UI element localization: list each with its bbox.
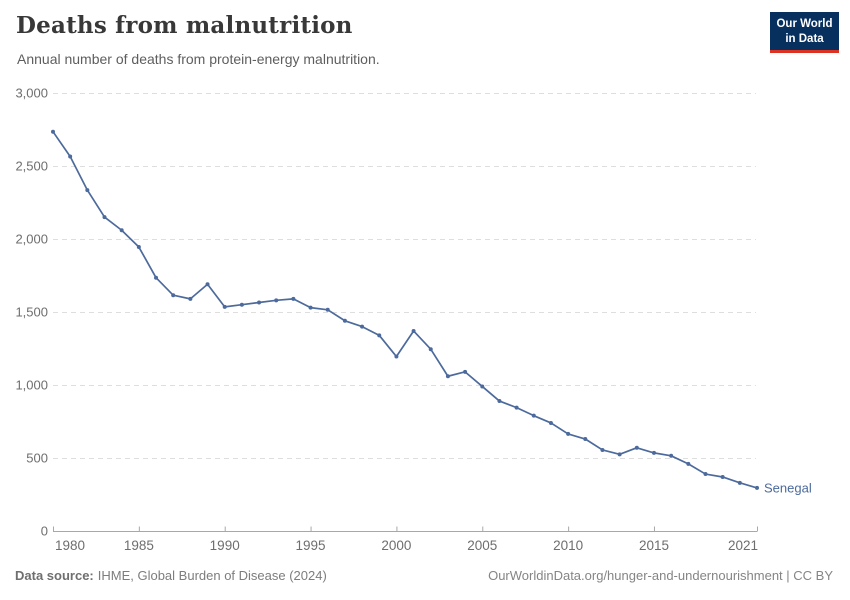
data-point[interactable] bbox=[257, 300, 262, 305]
data-point[interactable] bbox=[720, 474, 725, 479]
y-axis-tick-label: 500 bbox=[26, 451, 48, 466]
data-point[interactable] bbox=[342, 318, 347, 323]
owid-logo-line2: in Data bbox=[785, 32, 824, 45]
owid-logo[interactable]: Our World in Data bbox=[770, 12, 839, 54]
data-point[interactable] bbox=[119, 228, 124, 233]
footer-link[interactable]: OurWorldinData.org/hunger-and-undernouri… bbox=[488, 568, 833, 583]
y-axis-tick-label: 3,000 bbox=[15, 86, 48, 101]
x-axis-tick-label: 1995 bbox=[296, 538, 326, 553]
data-point[interactable] bbox=[308, 305, 313, 310]
data-point[interactable] bbox=[428, 347, 433, 352]
y-axis-tick-label: 1,000 bbox=[15, 378, 48, 393]
y-axis-tick-label: 2,500 bbox=[15, 159, 48, 174]
data-point[interactable] bbox=[136, 245, 141, 250]
data-point[interactable] bbox=[411, 328, 416, 333]
y-axis-tick-label: 0 bbox=[41, 524, 48, 539]
data-point[interactable] bbox=[463, 369, 468, 374]
x-axis-tick-label: 2000 bbox=[381, 538, 411, 553]
data-source: Data source: IHME, Global Burden of Disea… bbox=[15, 568, 327, 583]
data-point[interactable] bbox=[480, 384, 485, 389]
data-point[interactable] bbox=[325, 307, 330, 312]
data-point[interactable] bbox=[651, 450, 656, 455]
x-axis-tick-label: 1980 bbox=[55, 538, 85, 553]
series-end-label: Senegal bbox=[764, 480, 812, 495]
data-point[interactable] bbox=[600, 447, 605, 452]
data-source-text: IHME, Global Burden of Disease (2024) bbox=[97, 568, 327, 583]
data-point[interactable] bbox=[686, 461, 691, 466]
data-point[interactable] bbox=[68, 154, 73, 159]
data-point[interactable] bbox=[85, 188, 90, 193]
x-axis-tick-label: 2010 bbox=[553, 538, 583, 553]
x-axis-tick-label: 1985 bbox=[124, 538, 154, 553]
data-point[interactable] bbox=[51, 129, 55, 134]
data-point[interactable] bbox=[377, 333, 382, 338]
data-point[interactable] bbox=[445, 374, 450, 379]
data-point[interactable] bbox=[497, 399, 502, 404]
y-axis-tick-label: 1,500 bbox=[15, 305, 48, 320]
series-line[interactable] bbox=[52, 130, 758, 489]
data-point[interactable] bbox=[188, 296, 193, 301]
data-point[interactable] bbox=[154, 275, 159, 280]
data-point[interactable] bbox=[566, 431, 571, 436]
data-point[interactable] bbox=[205, 282, 210, 287]
data-point[interactable] bbox=[548, 420, 553, 425]
x-axis-tick-label: 2005 bbox=[467, 538, 497, 553]
data-source-label: Data source: bbox=[15, 568, 94, 583]
data-point[interactable] bbox=[394, 354, 399, 359]
data-point[interactable] bbox=[239, 302, 244, 307]
y-axis-tick-label: 2,000 bbox=[15, 232, 48, 247]
x-axis-tick-label: 1990 bbox=[210, 538, 240, 553]
chart-subtitle: Annual number of deaths from protein-ene… bbox=[17, 51, 380, 67]
data-point[interactable] bbox=[291, 296, 296, 301]
x-axis-tick-label: 2015 bbox=[639, 538, 669, 553]
data-point[interactable] bbox=[274, 298, 279, 303]
chart-title: Deaths from malnutrition bbox=[16, 12, 353, 39]
data-point[interactable] bbox=[669, 453, 674, 458]
owid-logo-line1: Our World bbox=[776, 18, 833, 30]
data-point[interactable] bbox=[617, 452, 622, 457]
chart-footer: Data source: IHME, Global Burden of Disea… bbox=[0, 568, 850, 583]
data-point[interactable] bbox=[703, 472, 708, 477]
data-point[interactable] bbox=[755, 485, 759, 490]
data-point[interactable] bbox=[360, 324, 365, 329]
data-point[interactable] bbox=[102, 215, 107, 220]
data-point[interactable] bbox=[583, 437, 588, 442]
data-point[interactable] bbox=[634, 445, 639, 450]
data-point[interactable] bbox=[171, 293, 176, 298]
x-axis-tick-label: 2021 bbox=[728, 538, 758, 553]
data-point[interactable] bbox=[514, 405, 519, 410]
data-point[interactable] bbox=[737, 480, 742, 485]
data-point[interactable] bbox=[222, 304, 227, 309]
data-point[interactable] bbox=[531, 413, 536, 418]
